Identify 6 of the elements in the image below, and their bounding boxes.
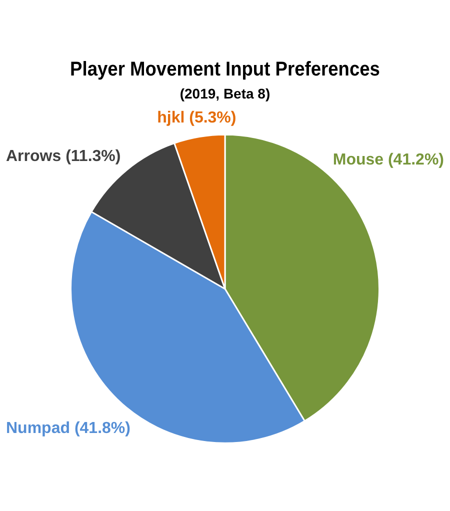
chart-subtitle: (2019, Beta 8) [180,85,270,102]
slice-label: hjkl (5.3%) [157,109,236,126]
slice-label: Arrows (11.3%) [6,148,121,166]
chart-title: Player Movement Input Preferences [70,58,380,81]
slice-label: Mouse (41.2%) [332,152,444,169]
slice-label: Numpad (41.8%) [6,420,130,437]
